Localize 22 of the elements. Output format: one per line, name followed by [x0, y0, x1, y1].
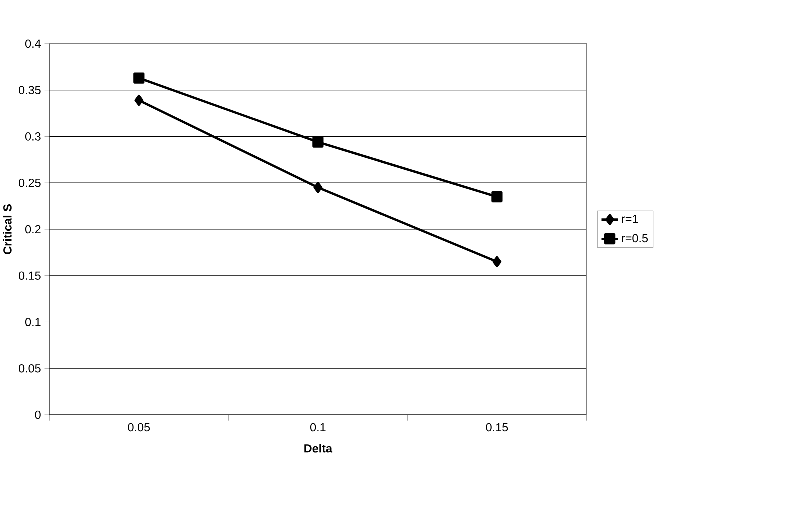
y-tick-label: 0: [35, 410, 41, 420]
point: [134, 72, 145, 84]
legend-label: r=1: [622, 214, 638, 223]
point: [314, 182, 323, 194]
x-tick-label: 0.05: [128, 423, 150, 432]
y-tick-label: 0.1: [26, 318, 41, 326]
y-tick-label: 0.15: [18, 272, 41, 280]
x-tick-label: 0.1: [310, 423, 326, 432]
point: [134, 94, 144, 106]
y-tick-label: 0.2: [26, 225, 41, 234]
y-axis-title: Critical S: [3, 204, 12, 254]
x-tick-label: 0.15: [486, 423, 508, 432]
y-tick-label: 0.3: [26, 132, 41, 141]
point: [492, 256, 502, 268]
y-tick-label: 0.35: [18, 86, 41, 94]
y-tick-label: 0.25: [18, 178, 41, 188]
point: [492, 191, 503, 202]
point: [312, 136, 324, 148]
y-tick-label: 0.4: [26, 40, 41, 48]
x-axis-title: Delta: [304, 444, 333, 453]
y-tick-label: 0.05: [18, 364, 41, 373]
legend-label: r=0.5: [622, 234, 648, 242]
